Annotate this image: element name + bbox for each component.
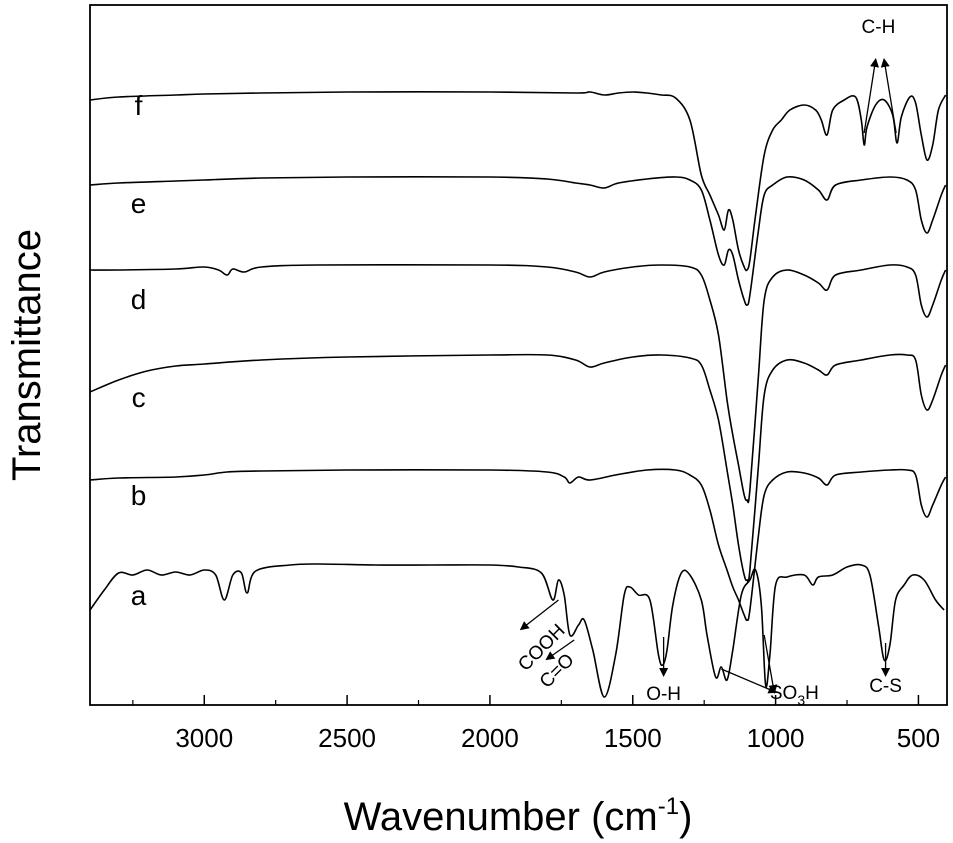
annotation-c-h-arrow [863, 58, 879, 134]
annotation-so3h-arrow-2 [763, 634, 778, 694]
x-tick-label-3000: 3000 [175, 723, 233, 753]
annotation-so3h-arrow [721, 668, 778, 694]
series-e-line [89, 176, 947, 306]
curve-labels: a b c d e f [131, 90, 147, 611]
series-group [89, 91, 947, 698]
x-ticks: 3000 2500 2000 1500 1000 500 [132, 695, 940, 753]
x-tick-label-1500: 1500 [604, 723, 662, 753]
x-axis-title-sup: -1 [658, 793, 679, 820]
curve-label-f: f [135, 90, 143, 121]
series-b-line [89, 468, 947, 622]
annotation-c-h-label: C-H [862, 17, 896, 38]
x-axis-title-main: Wavenumber (cm [344, 795, 658, 839]
plot-frame [89, 4, 948, 706]
annotation-c-s-label: C-S [869, 676, 902, 697]
annotation-cooh-arrow [519, 599, 559, 631]
series-a-line [89, 563, 945, 698]
x-tick-label-2000: 2000 [461, 723, 519, 753]
annotation-so3h-sub: 3 [797, 692, 805, 708]
curve-label-b: b [131, 480, 147, 511]
annotation-c-o-arrow [545, 639, 575, 661]
x-axis-title: Wavenumber (cm-1) [344, 793, 693, 839]
x-tick-label-2500: 2500 [318, 723, 376, 753]
curve-label-e: e [131, 188, 147, 219]
series-c-line [89, 353, 947, 583]
y-axis-title: Transmittance [5, 229, 49, 481]
x-tick-label-1000: 1000 [747, 723, 805, 753]
curve-label-d: d [131, 284, 147, 315]
series-d-line [89, 263, 947, 504]
series-f-line [89, 91, 947, 272]
x-tick-label-500: 500 [897, 723, 940, 753]
annotation-o-h-label: O-H [646, 684, 681, 705]
annotation-so3h-end: H [805, 683, 819, 704]
annotation-so3h-main: SO [770, 683, 797, 704]
x-axis-title-end: ) [679, 795, 692, 839]
curve-label-a: a [131, 580, 147, 611]
annotation-c-h-arrow-2 [880, 58, 897, 134]
annotation-so3h-label: SO3H [770, 683, 819, 708]
curve-label-c: c [132, 382, 146, 413]
